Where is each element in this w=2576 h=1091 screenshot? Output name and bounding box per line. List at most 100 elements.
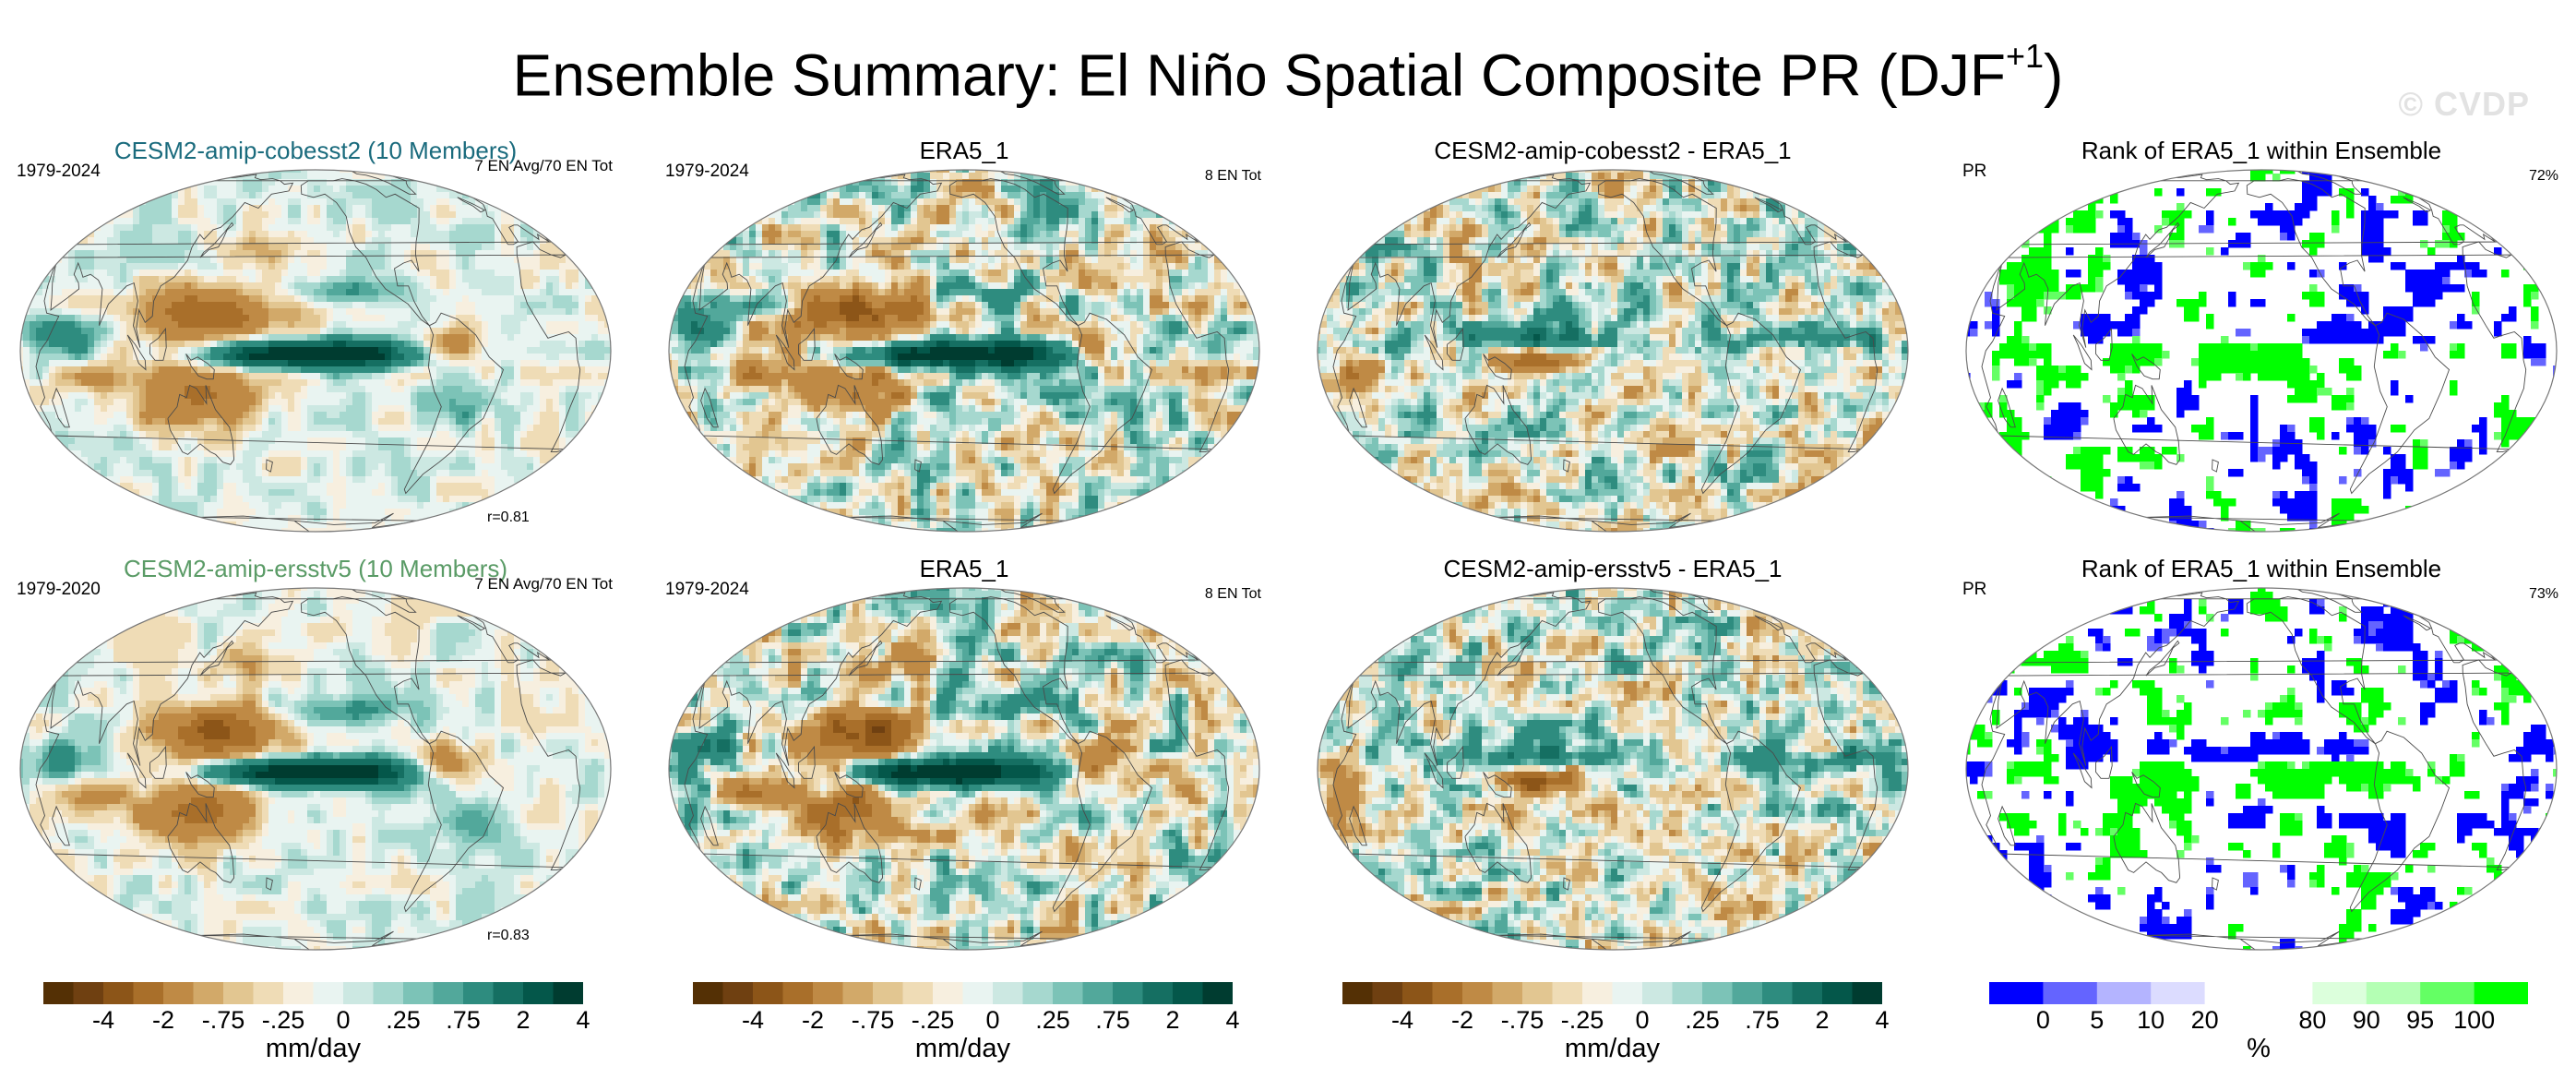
cvdp-watermark: © CVDP <box>2398 85 2530 124</box>
colorbar-swatch <box>1792 982 1823 1004</box>
colorbar-unit: mm/day <box>693 1034 1233 1064</box>
colorbar-swatch <box>1522 982 1553 1004</box>
panel-title: CESM2-amip-cobesst2 - ERA5_1 <box>1314 137 1912 165</box>
colorbar-swatch <box>842 982 874 1004</box>
colorbar-swatch <box>373 982 404 1004</box>
map-plot <box>1965 587 2558 951</box>
colorbar-swatch <box>1852 982 1882 1004</box>
colorbar-swatch <box>2474 982 2528 1004</box>
panel-left-label: 1979-2024 <box>665 162 749 182</box>
map-plot <box>19 169 612 533</box>
panel-right-label: 7 EN Avg/70 EN Tot <box>17 157 613 175</box>
colorbar-swatch <box>253 982 284 1004</box>
colorbar-swatch <box>163 982 194 1004</box>
colorbar-tick-label: -4 <box>66 1006 140 1035</box>
map-plot <box>668 587 1260 951</box>
colorbar-swatch <box>43 982 74 1004</box>
colorbar-swatch <box>283 982 314 1004</box>
colorbar-swatch <box>1462 982 1493 1004</box>
colorbar-swatch <box>753 982 783 1004</box>
colorbar-swatch <box>1762 982 1793 1004</box>
map-plot <box>19 587 612 951</box>
colorbar-tick-label: -.75 <box>836 1006 910 1035</box>
colorbar-swatch <box>1113 982 1143 1004</box>
colorbar-tick-label: .75 <box>1076 1006 1150 1035</box>
colorbar-swatch <box>873 982 903 1004</box>
colorbar-tick-label: -.75 <box>186 1006 260 1035</box>
colorbar-swatch <box>463 982 494 1004</box>
colorbar-swatch <box>813 982 843 1004</box>
colorbar-tick-label: 2 <box>1136 1006 1210 1035</box>
colorbar-swatch <box>193 982 224 1004</box>
panel-left-label: PR <box>1962 580 1986 600</box>
colorbar-unit: % <box>1989 1034 2528 1064</box>
colorbar <box>1342 982 1882 1004</box>
colorbar-swatch <box>1822 982 1853 1004</box>
colorbar-swatch <box>2312 982 2367 1004</box>
colorbar-tick-label: 20 <box>2168 1006 2242 1035</box>
colorbar-swatch <box>1402 982 1433 1004</box>
colorbar-swatch <box>933 982 963 1004</box>
panel-title: Rank of ERA5_1 within Ensemble <box>1962 555 2560 583</box>
map-panel <box>1962 166 2560 535</box>
map-plot <box>1965 169 2558 533</box>
map-panel <box>1314 584 1912 953</box>
colorbar-swatch <box>1642 982 1673 1004</box>
colorbar-swatch <box>403 982 434 1004</box>
colorbar-unit: mm/day <box>1342 1034 1882 1064</box>
panel-left-label: PR <box>1962 162 1986 182</box>
colorbar-swatch <box>693 982 723 1004</box>
figure-title-superscript: +1 <box>2006 37 2044 75</box>
colorbar-swatch <box>1492 982 1523 1004</box>
panel-title: Rank of ERA5_1 within Ensemble <box>1962 137 2560 165</box>
colorbar-tick-label: -.25 <box>1545 1006 1619 1035</box>
colorbar <box>1989 982 2528 1004</box>
colorbar-swatch <box>2204 982 2260 1004</box>
colorbar-swatch <box>1372 982 1403 1004</box>
colorbar-tick-label: -4 <box>1366 1006 1439 1035</box>
map-panel <box>665 166 1263 535</box>
map-panel <box>17 166 614 535</box>
colorbar-tick-label: 2 <box>486 1006 560 1035</box>
colorbar-swatch <box>902 982 934 1004</box>
figure-title-close: ) <box>2044 42 2063 108</box>
colorbar-tick-label: 5 <box>2060 1006 2134 1035</box>
colorbar-tick-label: 2 <box>1785 1006 1859 1035</box>
colorbar-swatch <box>1612 982 1643 1004</box>
colorbar-swatch <box>2151 982 2206 1004</box>
colorbar-swatch <box>993 982 1023 1004</box>
colorbar-swatch <box>553 982 583 1004</box>
colorbar-tick-label: 0 <box>956 1006 1030 1035</box>
colorbar-swatch <box>1173 982 1203 1004</box>
colorbar-tick-label: 10 <box>2114 1006 2188 1035</box>
colorbar-swatch <box>2366 982 2421 1004</box>
colorbar-swatch <box>1989 982 2044 1004</box>
colorbar-tick-label: -2 <box>126 1006 200 1035</box>
colorbar-tick-label: .75 <box>1725 1006 1799 1035</box>
colorbar-swatch <box>1552 982 1583 1004</box>
panel-title: CESM2-amip-cobesst2 (10 Members) <box>17 137 614 165</box>
colorbar-swatch <box>2096 982 2152 1004</box>
panel-title: CESM2-amip-ersstv5 - ERA5_1 <box>1314 555 1912 583</box>
colorbar-tick-label: 100 <box>2438 1006 2511 1035</box>
colorbar-tick-label: 95 <box>2383 1006 2457 1035</box>
colorbar-tick-label: 4 <box>546 1006 620 1035</box>
panel-title: ERA5_1 <box>665 137 1263 165</box>
map-panel <box>665 584 1263 953</box>
colorbar-swatch <box>493 982 524 1004</box>
colorbar-swatch <box>1672 982 1703 1004</box>
colorbar-swatch <box>1202 982 1233 1004</box>
map-plot <box>1317 587 1909 951</box>
map-panel <box>1314 166 1912 535</box>
colorbar-swatch <box>962 982 994 1004</box>
figure-title-text: Ensemble Summary: El Niño Spatial Compos… <box>513 42 2006 108</box>
colorbar-swatch <box>1022 982 1054 1004</box>
colorbar-unit: mm/day <box>43 1034 583 1064</box>
map-panel <box>17 584 614 953</box>
panel-right-label: 8 EN Tot <box>665 168 1261 185</box>
panel-title: CESM2-amip-ersstv5 (10 Members) <box>17 555 614 583</box>
map-plot <box>1317 169 1909 533</box>
colorbar-swatch <box>1432 982 1463 1004</box>
colorbar-tick-label: 0 <box>1605 1006 1679 1035</box>
colorbar-swatch <box>523 982 554 1004</box>
